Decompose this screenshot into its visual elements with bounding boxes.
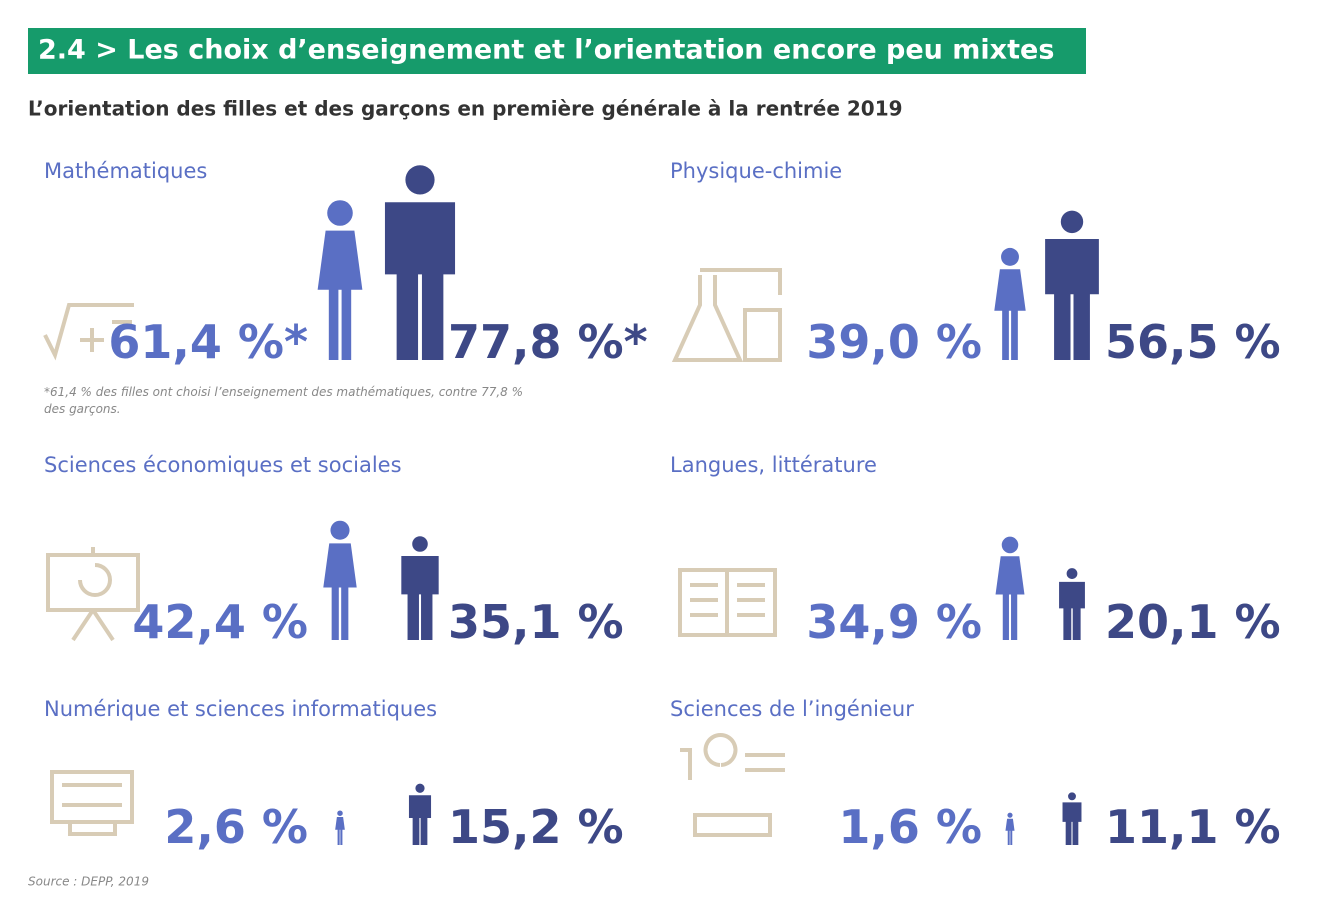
- girl-figure: [996, 537, 1025, 640]
- panel-title: Sciences économiques et sociales: [44, 453, 402, 477]
- chart-subtitle: L’orientation des filles et des garçons …: [28, 97, 903, 121]
- book-icon: [680, 570, 775, 635]
- boy-figure: [1045, 211, 1099, 360]
- computer-icon: [52, 772, 132, 834]
- girl-figure: [323, 521, 356, 640]
- value-label: 2,6 %: [164, 800, 308, 854]
- lab-icon: [675, 270, 780, 360]
- value-label: 42,4 %: [132, 595, 308, 649]
- value-label: 35,1 %: [448, 595, 624, 649]
- value-label: 77,8 %*: [448, 315, 648, 369]
- value-label: 39,0 %: [806, 315, 982, 369]
- value-label: 15,2 %: [448, 800, 624, 854]
- footnote: *61,4 % des filles ont choisi l’enseigne…: [44, 384, 544, 418]
- chart: 2.4 > Les choix d’enseignement et l’orie…: [0, 0, 1318, 909]
- value-label: 34,9 %: [806, 595, 982, 649]
- girl-figure: [318, 200, 363, 360]
- panel-title: Numérique et sciences informatiques: [44, 697, 437, 721]
- board-icon: [48, 547, 138, 640]
- panel-title: Physique-chimie: [670, 159, 842, 183]
- girl-figure: [335, 810, 345, 845]
- boy-figure: [1059, 568, 1085, 640]
- value-label: 1,6 %: [838, 800, 982, 854]
- value-label: 20,1 %: [1105, 595, 1281, 649]
- panel-title: Mathématiques: [44, 159, 207, 183]
- value-label: 11,1 %: [1105, 800, 1281, 854]
- panel-title: Langues, littérature: [670, 453, 877, 477]
- chart-title: 2.4 > Les choix d’enseignement et l’orie…: [38, 35, 1054, 66]
- source: Source : DEPP, 2019: [28, 875, 149, 889]
- value-label: 56,5 %: [1105, 315, 1281, 369]
- panel-title: Sciences de l’ingénieur: [670, 697, 914, 721]
- boy-figure: [401, 536, 438, 640]
- boy-figure: [385, 165, 455, 360]
- value-label: 61,4 %*: [108, 315, 308, 369]
- boy-figure: [409, 784, 431, 845]
- engineer-icon: [680, 735, 785, 835]
- boy-figure: [1063, 792, 1082, 845]
- girl-figure: [994, 248, 1025, 360]
- girl-figure: [1005, 813, 1014, 845]
- infographic: 2.4 > Les choix d’enseignement et l’orie…: [0, 0, 1318, 909]
